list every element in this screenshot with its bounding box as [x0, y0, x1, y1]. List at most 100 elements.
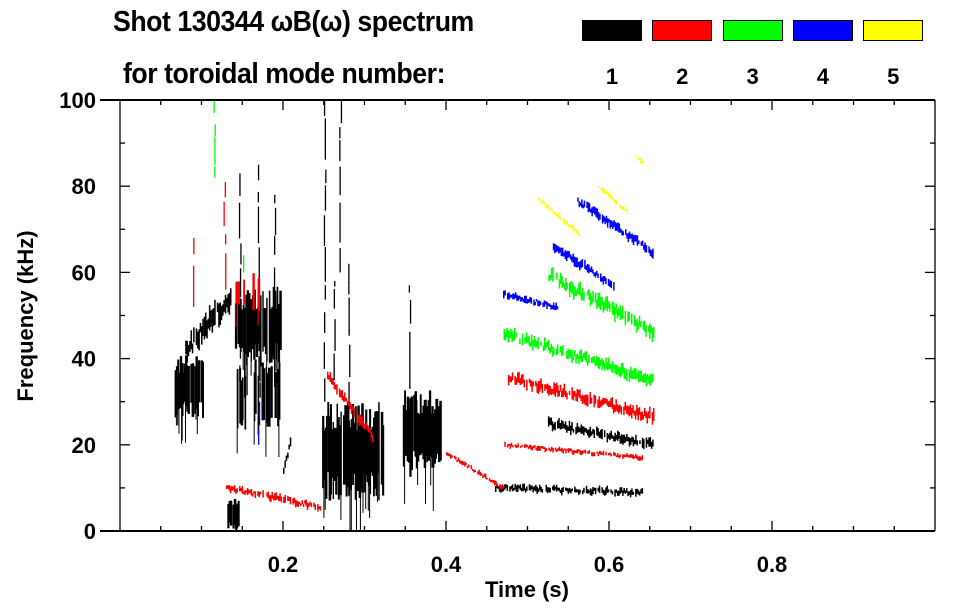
- mode-1-band: [587, 489, 589, 494]
- mode-2-band: [483, 473, 486, 478]
- mode-1-streak: [181, 414, 183, 441]
- mode-2-band: [453, 455, 456, 459]
- mode-2-band: [607, 453, 610, 456]
- mode-3-band: [602, 301, 605, 313]
- mode-3-band: [609, 363, 611, 369]
- mode-5-band: [641, 160, 644, 164]
- mode-2-band: [552, 389, 554, 394]
- mode-1-blob: [175, 366, 178, 416]
- mode-1-blob: [264, 308, 267, 355]
- mode-2-band: [624, 455, 627, 458]
- mode-2-band: [317, 504, 319, 512]
- mode-1-band: [647, 439, 649, 444]
- mode-3-band: [560, 273, 562, 284]
- mode-2-band: [620, 406, 623, 415]
- mode-4-band: [588, 264, 590, 274]
- mode-1-band: [554, 421, 556, 431]
- mode-4-band: [508, 292, 510, 300]
- mode-1-band: [580, 424, 582, 434]
- mode-4-band: [534, 301, 536, 306]
- mode-2-band: [296, 500, 298, 507]
- mode-2-band: [361, 416, 363, 427]
- mode-3-band: [632, 370, 635, 379]
- mode-3-band: [628, 369, 631, 382]
- mode-1-blob: [340, 411, 342, 495]
- mode-3-band: [588, 354, 590, 364]
- mode-5-band: [558, 216, 561, 220]
- mode-5-band: [636, 156, 638, 159]
- mode-2-band: [605, 451, 607, 456]
- mode-3-band: [638, 315, 641, 326]
- mode-4-band: [645, 245, 648, 253]
- y-tick-label: 80: [72, 174, 96, 199]
- mode-3-band: [592, 356, 594, 363]
- mode-3-band: [639, 370, 641, 382]
- mode-2-band: [457, 457, 460, 462]
- mode-1-blob: [270, 308, 273, 363]
- mode-2-band: [558, 446, 561, 451]
- mode-4-band: [627, 232, 630, 243]
- mode-2-blob: [252, 273, 255, 310]
- mode-5-band: [607, 191, 609, 197]
- mode-2-band: [545, 384, 547, 389]
- mode-2-band: [613, 451, 615, 456]
- mode-1-band: [596, 426, 598, 436]
- mode-2-band: [235, 488, 237, 494]
- mode-4-band: [613, 282, 615, 291]
- mode-2-band: [456, 459, 458, 462]
- mode-1-blob: [408, 409, 410, 463]
- mode-1-blob: [274, 371, 277, 418]
- mode-2-band: [635, 453, 637, 458]
- mode-2-band: [528, 378, 531, 383]
- mode-1-streak: [324, 247, 326, 282]
- mode-4-band: [597, 273, 599, 279]
- mode-1-band: [193, 327, 195, 343]
- mode-1-band: [610, 430, 612, 439]
- mode-2-band: [318, 506, 320, 510]
- mode-1-band: [626, 434, 628, 441]
- mode-1-blob: [373, 417, 375, 497]
- mode-5-band: [615, 199, 617, 205]
- mode-1-band: [585, 428, 588, 434]
- mode-3-band: [600, 297, 602, 310]
- mode-2-band: [615, 399, 617, 411]
- mode-1-band: [226, 297, 228, 308]
- mode-2-band: [628, 406, 630, 417]
- mode-2-band: [363, 423, 366, 430]
- mode-3-band: [519, 338, 521, 345]
- mode-1-band: [565, 487, 567, 491]
- mode-1-band: [559, 423, 562, 430]
- mode-1-band: [540, 486, 542, 492]
- mode-4-band: [617, 222, 619, 232]
- mode-3-band: [640, 370, 642, 382]
- mode-4-band: [517, 295, 519, 301]
- mode-3-band: [524, 337, 526, 344]
- mode-2-blob: [257, 278, 261, 311]
- mode-3-band: [597, 292, 599, 307]
- mode-1-band: [607, 489, 610, 493]
- mode-2-band: [313, 502, 315, 507]
- mode-2-band: [614, 453, 616, 456]
- mode-3-band: [550, 267, 553, 279]
- mode-3-band: [544, 337, 546, 351]
- mode-2-band: [640, 412, 642, 421]
- mode-2-band: [597, 452, 600, 457]
- mode-1-streak: [409, 299, 412, 324]
- mode-1-band: [285, 455, 288, 461]
- mode-1-band: [618, 490, 620, 496]
- mode-4-band: [578, 201, 580, 208]
- mode-4-band: [559, 247, 561, 253]
- mode-2-band: [349, 402, 351, 409]
- mode-2-band: [511, 372, 514, 381]
- mode-3-band: [532, 340, 534, 351]
- mode-1-blob: [378, 402, 380, 501]
- mode-3-band: [511, 330, 513, 343]
- mode-3-band: [566, 282, 568, 290]
- mode-1-band: [597, 428, 599, 437]
- mode-1-streak: [258, 247, 260, 285]
- mode-3-band: [553, 349, 555, 355]
- mode-2-band: [446, 452, 448, 456]
- mode-3-band: [581, 287, 584, 300]
- mode-4-band: [650, 250, 653, 258]
- mode-3-band: [503, 328, 505, 341]
